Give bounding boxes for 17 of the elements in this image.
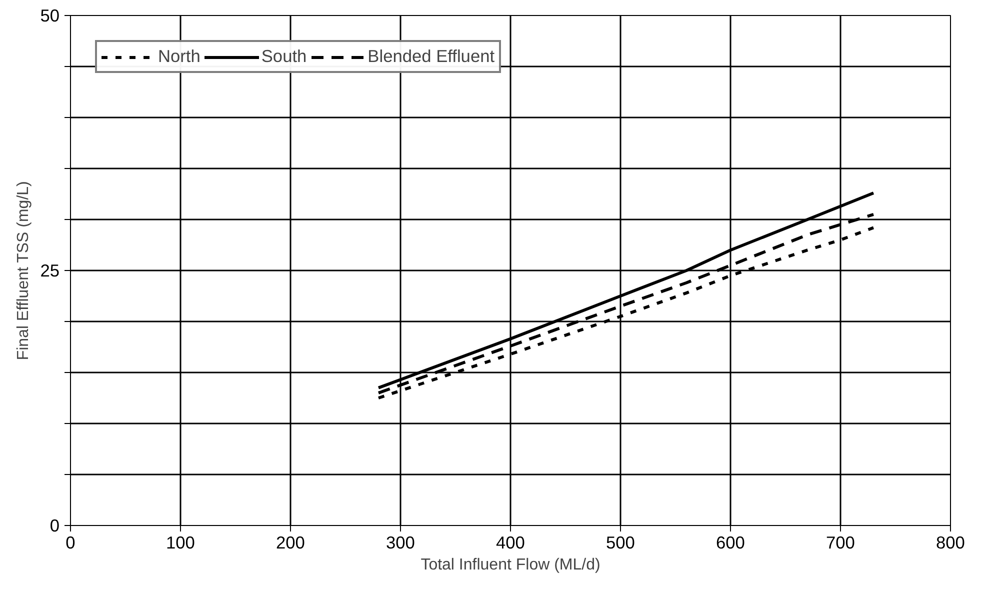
x-tick-label: 600	[716, 532, 745, 552]
x-tick-label: 300	[386, 532, 415, 552]
legend-label: Blended Effluent	[368, 46, 495, 67]
x-tick-label: 0	[66, 532, 76, 552]
x-tick-label: 400	[496, 532, 525, 552]
x-tick-label: 100	[166, 532, 195, 552]
y-tick-label: 25	[40, 260, 60, 280]
legend-label: North	[158, 46, 200, 67]
x-tick-label: 200	[276, 532, 305, 552]
y-axis-title: Final Effluent TSS (mg/L)	[15, 181, 32, 360]
legend-label: South	[261, 46, 307, 67]
x-tick-label: 500	[606, 532, 635, 552]
y-tick-label: 0	[50, 516, 60, 536]
x-axis-title: Total Influent Flow (ML/d)	[420, 556, 600, 574]
y-tick-label: 50	[40, 6, 60, 26]
x-tick-label: 800	[936, 532, 965, 552]
x-tick-label: 700	[826, 532, 855, 552]
